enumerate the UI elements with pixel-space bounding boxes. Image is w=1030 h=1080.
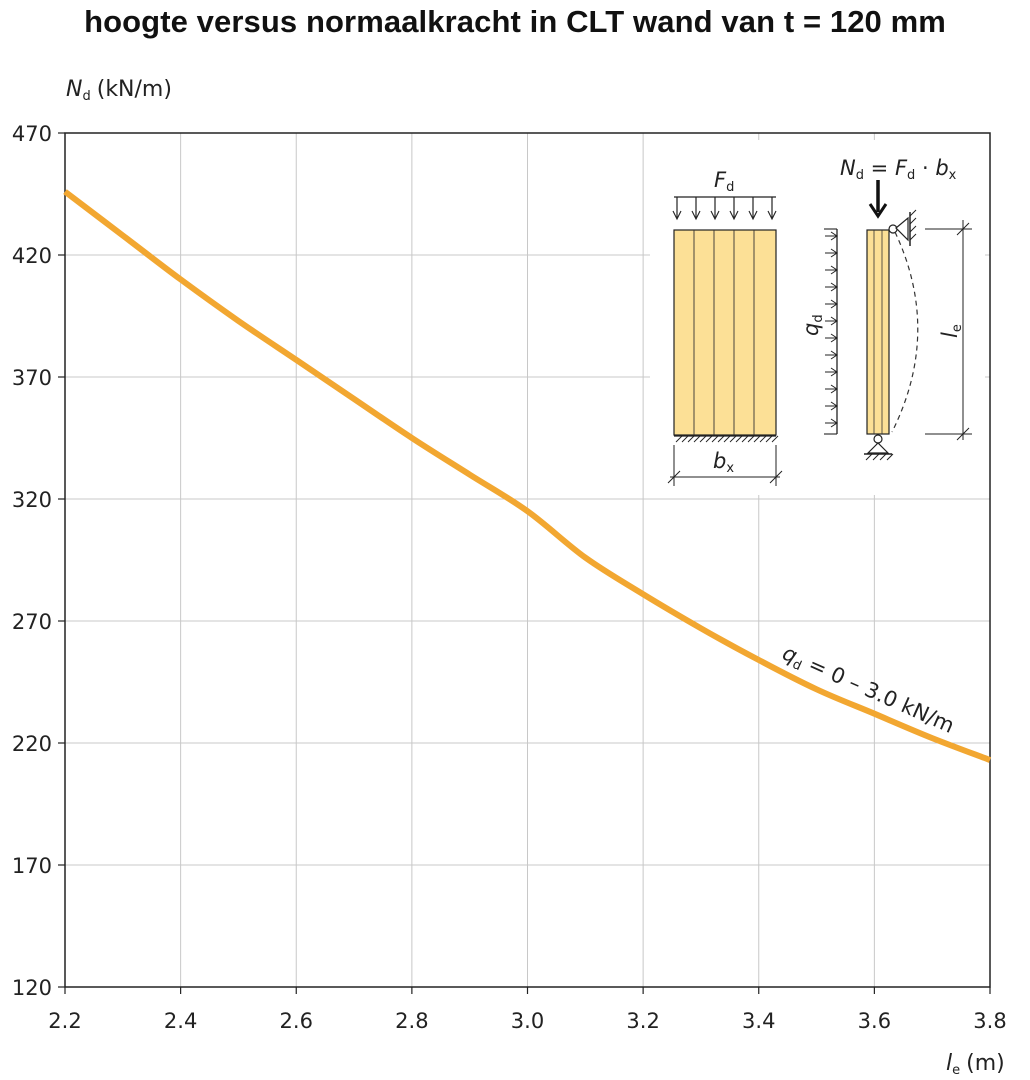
wall-side-panel (866, 229, 890, 435)
x-axis-subscript: e (952, 1063, 960, 1078)
y-tick-label: 170 (12, 854, 52, 878)
x-tick-label: 3.2 (626, 1009, 659, 1033)
series-line-0 (63, 189, 992, 763)
chart-title: hoogte versus normaalkracht in CLT wand … (84, 4, 946, 39)
fd-label: Fd (714, 168, 734, 195)
x-tick-label: 3.0 (511, 1009, 544, 1033)
x-tick-label: 3.6 (858, 1009, 891, 1033)
y-tick-label: 320 (12, 488, 52, 512)
x-axis-unit: (m) (966, 1051, 1005, 1076)
lateral-load: qd (799, 228, 838, 435)
x-tick-label: 2.2 (48, 1009, 81, 1033)
x-tick-label: 2.6 (280, 1009, 313, 1033)
series-annotation: qd = 0 – 3.0 kN/m (778, 641, 958, 741)
x-tick-label: 2.4 (164, 1009, 197, 1033)
inset-diagram: Fd bx qd (650, 140, 985, 495)
y-tick-label: 270 (12, 610, 52, 634)
x-tick-label: 3.4 (742, 1009, 775, 1033)
y-tick-label: 220 (12, 732, 52, 756)
x-axis-symbol: l (946, 1051, 952, 1076)
y-tick-label: 420 (12, 244, 52, 268)
y-axis-symbol: N (66, 77, 82, 102)
y-tick-label: 470 (12, 122, 52, 146)
ground-hatch (675, 435, 779, 443)
x-tick-label: 3.8 (973, 1009, 1006, 1033)
x-tick-label: 2.8 (395, 1009, 428, 1033)
le-label: le (938, 324, 965, 338)
qd-label: qd (799, 314, 826, 336)
lateral-load-arrows (825, 231, 838, 428)
y-axis-unit: (kN/m) (97, 77, 172, 102)
x-tick-labels: 2.2 2.4 2.6 2.8 3.0 3.2 3.4 3.6 3.8 (48, 987, 1007, 1033)
bx-label: bx (713, 449, 734, 476)
x-axis-label: le (m) (946, 1051, 1005, 1078)
y-tick-label: 120 (12, 976, 52, 1000)
y-tick-labels: 470 420 370 320 270 220 170 120 (12, 122, 65, 1000)
nd-label: Nd = Fd · bx (840, 156, 957, 183)
y-tick-label: 370 (12, 366, 52, 390)
wall-front-panel (673, 229, 777, 436)
y-axis-subscript: d (82, 89, 90, 104)
y-axis-label: Nd (kN/m) (66, 77, 172, 104)
distributed-load-arrows (672, 197, 777, 221)
wall-side-view: le Nd = Fd · bx (840, 156, 972, 461)
wall-front-view: Fd bx (667, 168, 783, 486)
series-layer (63, 189, 992, 763)
